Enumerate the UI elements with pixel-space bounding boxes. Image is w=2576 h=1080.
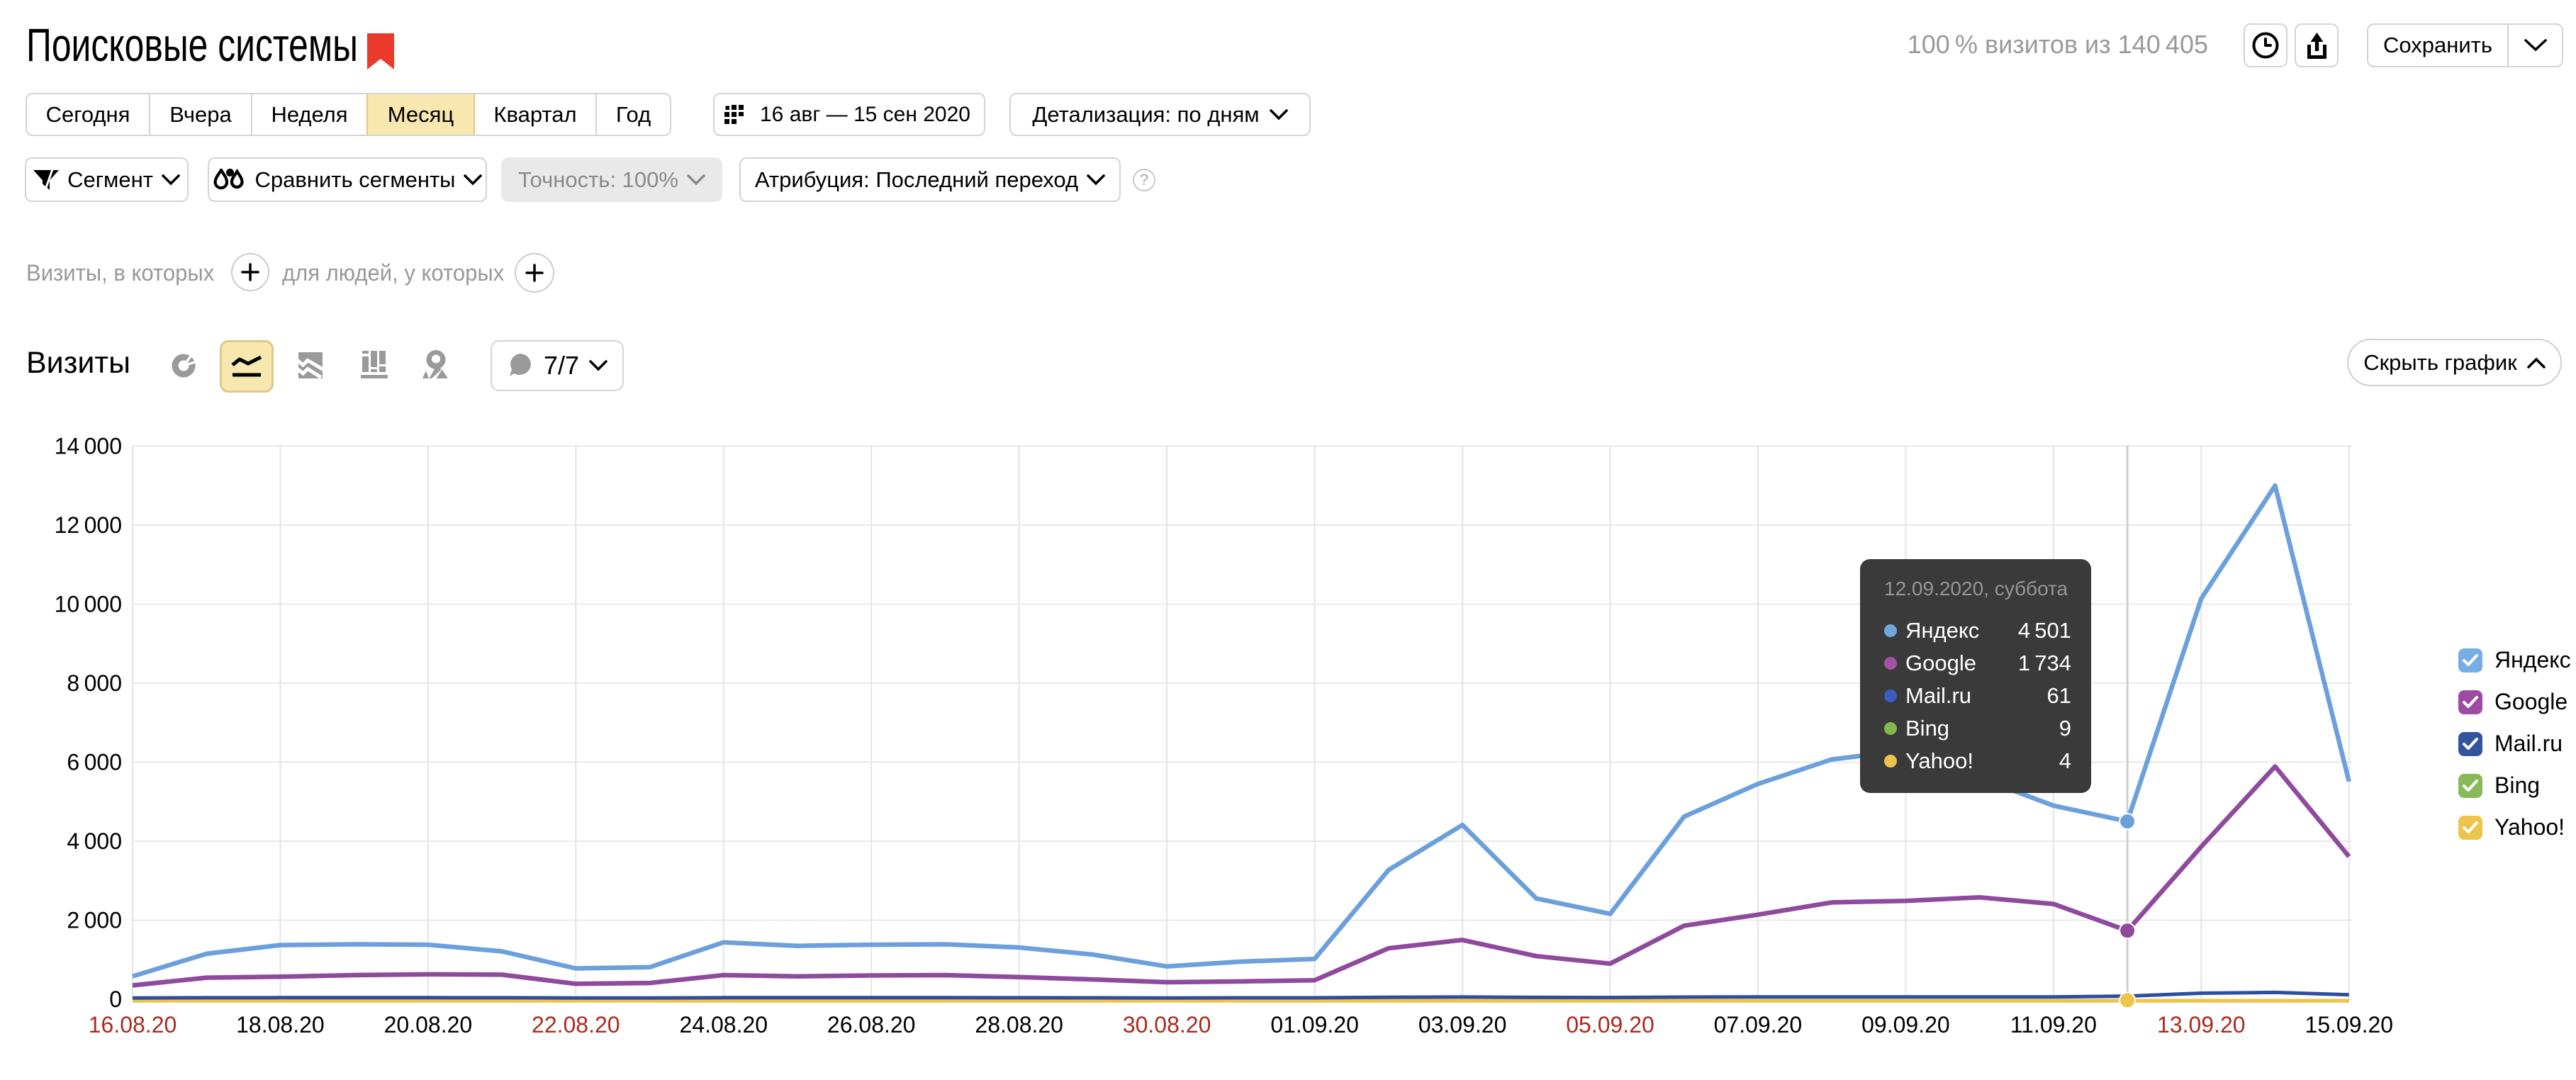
svg-text:0: 0: [109, 986, 122, 1012]
svg-text:10 000: 10 000: [55, 592, 122, 617]
svg-text:12 000: 12 000: [55, 512, 122, 538]
svg-text:6 000: 6 000: [67, 750, 122, 775]
svg-text:8 000: 8 000: [67, 670, 122, 696]
svg-text:11.09.20: 11.09.20: [2010, 1012, 2097, 1037]
svg-text:26.08.20: 26.08.20: [827, 1012, 916, 1037]
svg-text:03.09.20: 03.09.20: [1418, 1012, 1507, 1037]
svg-text:22.08.20: 22.08.20: [532, 1012, 620, 1037]
svg-text:14 000: 14 000: [55, 434, 122, 459]
svg-text:2 000: 2 000: [67, 908, 122, 933]
svg-text:16.08.20: 16.08.20: [89, 1012, 177, 1037]
svg-text:18.08.20: 18.08.20: [236, 1012, 325, 1037]
svg-text:28.08.20: 28.08.20: [975, 1012, 1063, 1037]
svg-text:13.09.20: 13.09.20: [2157, 1012, 2246, 1037]
svg-text:4 000: 4 000: [67, 828, 122, 854]
svg-text:20.08.20: 20.08.20: [384, 1012, 473, 1037]
svg-text:09.09.20: 09.09.20: [1861, 1012, 1950, 1037]
svg-text:01.09.20: 01.09.20: [1270, 1012, 1359, 1037]
svg-text:24.08.20: 24.08.20: [680, 1012, 768, 1037]
svg-text:05.09.20: 05.09.20: [1566, 1012, 1654, 1037]
svg-text:30.08.20: 30.08.20: [1123, 1012, 1211, 1037]
svg-text:07.09.20: 07.09.20: [1714, 1012, 1803, 1037]
svg-text:15.09.20: 15.09.20: [2305, 1012, 2394, 1037]
